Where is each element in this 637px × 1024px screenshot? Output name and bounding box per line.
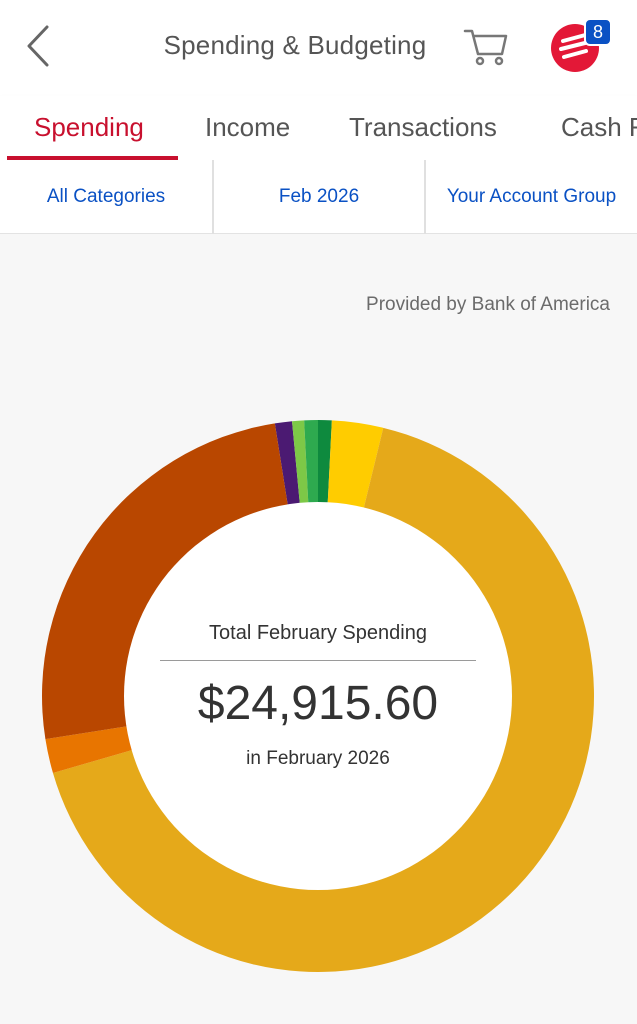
active-tab-indicator [7,156,178,160]
donut-segment-4[interactable] [318,420,332,505]
total-spending-label: Total February Spending [209,622,427,644]
tab-spending[interactable]: Spending [34,112,144,142]
provided-by-text: Provided by Bank of America [366,294,610,315]
category-filter[interactable]: All Categories [46,186,166,207]
donut-segment-1[interactable] [274,421,300,507]
period-filter[interactable]: Feb 2026 [278,186,360,207]
divider [160,660,476,661]
tab-cash-flow[interactable]: Cash F [561,112,637,142]
donut-segment-3[interactable] [304,420,318,505]
account-group-filter[interactable]: Your Account Group [446,186,617,207]
notification-badge: 8 [584,18,612,46]
donut-segment-7[interactable] [45,726,134,774]
chevron-left-icon [27,25,49,67]
filter-divider [212,160,214,234]
donut-center [124,502,512,890]
filter-bar: All Categories Feb 2026 Your Account Gro… [0,160,637,234]
tab-bar: Spending Income Transactions Cash F [0,96,637,160]
cart-button[interactable] [462,26,510,68]
shopping-cart-icon [463,29,508,66]
tab-transactions[interactable]: Transactions [349,112,497,142]
top-bar: Spending & Budgeting 8 [0,0,637,96]
back-button[interactable] [18,22,58,70]
spending-period-text: in February 2026 [246,748,390,769]
page-title: Spending & Budgeting [163,30,427,60]
filter-divider [424,160,426,234]
donut-segment-2[interactable] [292,420,309,505]
donut-segment-8[interactable] [42,423,288,740]
donut-segment-5[interactable] [327,420,384,510]
tab-income[interactable]: Income [205,112,291,142]
total-spending-amount: $24,915.60 [197,677,439,730]
